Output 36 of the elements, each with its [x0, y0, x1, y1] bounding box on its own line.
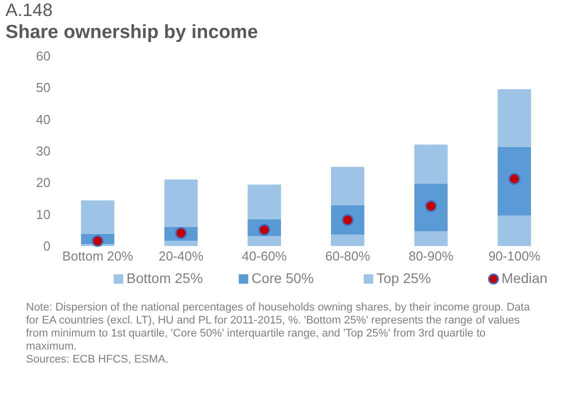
x-tick-label: 80-90%	[408, 248, 454, 264]
y-tick-label: 20	[36, 175, 50, 190]
x-tick-label: Bottom 20%	[62, 248, 134, 264]
legend-label: Bottom 25%	[126, 270, 203, 286]
bar	[331, 166, 364, 206]
bar	[248, 236, 281, 246]
bar	[498, 216, 531, 246]
bar	[498, 89, 531, 147]
legend-label: Top 25%	[376, 270, 431, 286]
legend-label: Median	[502, 270, 548, 286]
bar	[414, 144, 448, 184]
bar	[414, 184, 448, 232]
x-tick-label: 60-80%	[325, 248, 371, 264]
y-tick-label: 50	[36, 80, 50, 96]
y-tick-label: 30	[36, 144, 50, 158]
source-note: Sources: ECB HFCS, ESMA.	[26, 354, 168, 366]
y-tick-label: 60	[36, 48, 50, 64]
bar	[81, 200, 114, 234]
bar	[164, 180, 198, 227]
bar	[331, 234, 364, 246]
y-tick-label: 10	[36, 206, 50, 222]
point	[508, 172, 520, 185]
bar	[498, 146, 531, 216]
bar	[164, 240, 198, 246]
x-tick-label: 40-60%	[242, 248, 288, 264]
bar	[414, 231, 448, 246]
x-tick-label: 20-40%	[158, 248, 204, 264]
text: Note: Dispersion of the national percentages of households owning shares, by their income group. Data for EA countries (excl. LT), HU and PL for 2011-2015, %. 'Bottom 25%' represents the range of values from minimum to 1st quartile, 'Core 50%' interquartile range, and 'Top 25%' from 3rd quartile to maximum.	[26, 302, 531, 352]
chart-title: A.148	[6, 0, 53, 20]
legend-label: Core 50%	[252, 270, 314, 286]
y-tick-label: 40	[36, 112, 50, 127]
chart-subtitle: Share ownership by income	[6, 22, 258, 43]
x-tick-label: 90-100%	[488, 248, 541, 264]
point	[92, 234, 104, 247]
bar	[248, 184, 281, 220]
y-tick-label: 0	[43, 238, 50, 254]
